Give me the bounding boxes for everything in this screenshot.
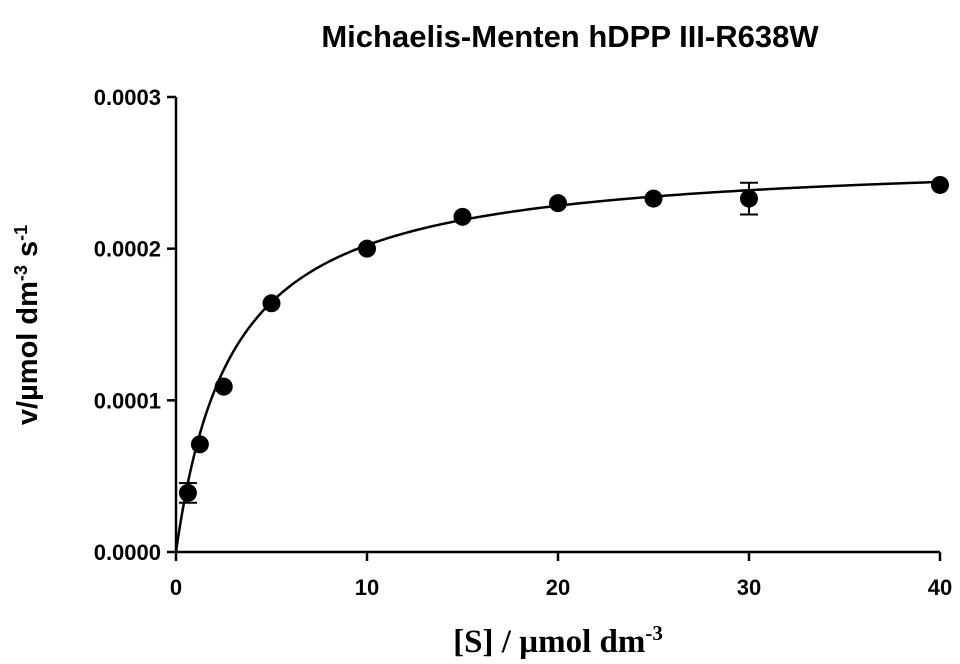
- y-tick-label: 0.0000: [94, 540, 161, 565]
- ticks: 0 10 20 30 40 0.0000 0.0001 0.0002 0.0003: [94, 85, 953, 600]
- error-bars: [178, 181, 758, 504]
- data-point: [262, 294, 281, 313]
- data-point: [214, 377, 233, 396]
- x-axis-title: [S] / µmol dm-3: [453, 621, 663, 660]
- y-axis-title-sup2: -1: [11, 225, 31, 241]
- x-tick-label: 0: [170, 575, 182, 600]
- y-axis-title: v/µmol dm-3 s-1: [11, 225, 44, 425]
- y-tick-label: 0.0002: [94, 237, 161, 262]
- y-axis-title-sup1: -3: [11, 265, 31, 281]
- y-axis-title-part2: s: [12, 241, 44, 265]
- x-tick-label: 10: [355, 575, 379, 600]
- x-axis-title-base: [S] / µmol dm: [453, 624, 645, 660]
- chart-title: Michaelis-Menten hDPP III-R638W: [321, 19, 819, 54]
- data-point: [740, 189, 758, 208]
- data-point: [358, 239, 376, 258]
- data-point: [931, 175, 949, 194]
- axes: [174, 97, 940, 554]
- x-tick-label: 30: [737, 575, 761, 600]
- data-point: [190, 435, 209, 454]
- y-axis-title-group: v/µmol dm-3 s-1: [11, 225, 44, 425]
- fit-curve-layer: [174, 180, 941, 553]
- x-tick-label: 40: [928, 575, 952, 600]
- y-tick-label: 0.0001: [94, 388, 161, 413]
- x-tick-label: 20: [546, 575, 570, 600]
- y-axis-title-part1: v/µmol dm: [12, 281, 44, 425]
- data-point: [453, 207, 472, 226]
- x-axis-title-sup: -3: [645, 621, 663, 645]
- data-points: [178, 175, 949, 502]
- data-point: [644, 189, 663, 208]
- data-point: [549, 194, 567, 213]
- fit-curve: [174, 180, 941, 553]
- y-tick-label: 0.0003: [94, 85, 161, 110]
- data-point: [178, 483, 197, 502]
